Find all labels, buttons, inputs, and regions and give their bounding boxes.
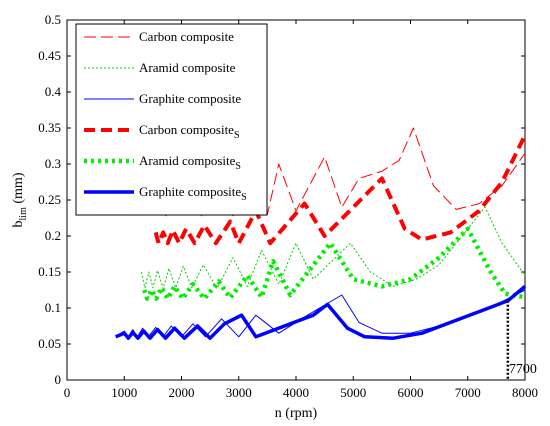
y-tick-label: 0.5	[45, 12, 61, 27]
x-tick-label: 1000	[111, 385, 137, 400]
y-tick-label: 0.45	[38, 48, 61, 63]
legend-label-main: Graphite composite	[139, 91, 241, 106]
legend-label-main: Carbon composite	[139, 29, 234, 44]
x-tick-label: 0	[64, 385, 71, 400]
y-tick-label: 0.25	[38, 192, 61, 207]
y-axis-ticks: 0 0.05 0.1 0.15 0.2 0.25 0.3 0.35 0.4 0.45 0.5	[38, 12, 525, 387]
legend: Carbon composite Aramid composite Graphite…	[75, 23, 268, 216]
annotation-layer: 7700	[506, 300, 537, 380]
y-tick-label: 0.3	[45, 156, 61, 171]
y-tick-label: 0.1	[45, 300, 61, 315]
y-axis-label: blim (mm)	[11, 172, 29, 227]
series-line-5	[142, 226, 526, 301]
y-tick-label: 0.4	[45, 84, 62, 99]
y-tick-label: 0.05	[38, 336, 61, 351]
legend-label-1: Carbon composite	[139, 29, 234, 44]
y-tick-label: 0.2	[45, 228, 61, 243]
x-axis-ticks: 0 1000 2000 3000 4000 5000 6000 7000 8000	[64, 20, 538, 400]
legend-label-3: Graphite composite	[139, 91, 241, 106]
legend-label-sub: S	[241, 192, 247, 203]
y-axis-label-sub: lim	[18, 207, 29, 221]
y-axis-label-main: b	[11, 220, 26, 227]
x-tick-label: 6000	[398, 385, 424, 400]
x-tick-label: 8000	[512, 385, 538, 400]
legend-label-main: Aramid composite	[139, 153, 236, 168]
x-tick-label: 7000	[455, 385, 481, 400]
legend-box	[75, 23, 268, 216]
series-line-4	[153, 134, 527, 246]
legend-label-sub: S	[234, 130, 240, 141]
y-tick-label: 0.15	[38, 264, 61, 279]
legend-label-main: Carbon composite	[139, 122, 234, 137]
x-tick-label: 3000	[226, 385, 252, 400]
legend-label-5: Aramid compositeS	[139, 153, 241, 172]
legend-label-main: Graphite composite	[139, 184, 241, 199]
legend-label-main: Aramid composite	[139, 60, 236, 75]
y-tick-label: 0.35	[38, 120, 61, 135]
x-tick-label: 4000	[283, 385, 309, 400]
legend-label-6: Graphite compositeS	[139, 184, 247, 203]
legend-label-2: Aramid composite	[139, 60, 236, 75]
y-tick-label: 0	[55, 372, 62, 387]
series-line-6	[115, 285, 527, 340]
x-tick-label: 2000	[169, 385, 195, 400]
annotation-label: 7700	[509, 362, 537, 377]
legend-label-4: Carbon compositeS	[139, 122, 240, 141]
x-axis-label: n (rpm)	[275, 406, 318, 421]
y-axis-label-unit: (mm)	[11, 172, 26, 207]
x-tick-label: 5000	[340, 385, 366, 400]
legend-label-sub: S	[235, 161, 241, 172]
series-line-2	[140, 206, 526, 290]
